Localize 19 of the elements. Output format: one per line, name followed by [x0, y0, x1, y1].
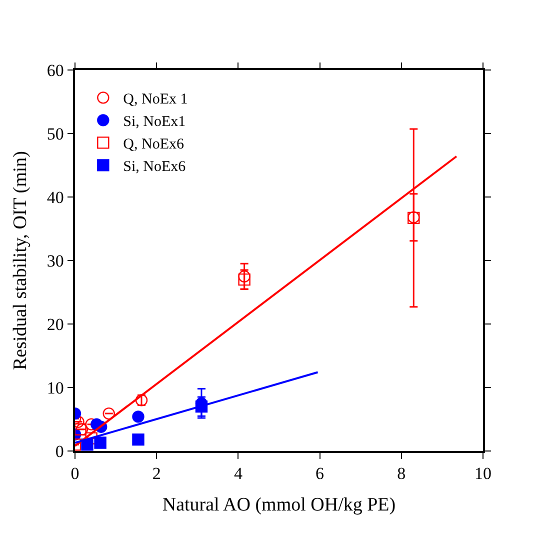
y-tick-label: 20	[46, 314, 64, 334]
y-tick-label: 50	[46, 124, 64, 144]
legend-label: Q, NoEx 1	[123, 92, 188, 108]
x-tick-label: 4	[234, 464, 243, 484]
x-tick-label: 6	[316, 464, 324, 484]
y-tick-label: 30	[46, 251, 64, 270]
y-tick-label: 60	[46, 60, 64, 80]
y-tick-label: 0	[55, 442, 64, 461]
x-tick-label: 10	[474, 464, 492, 484]
legend-label: Q, NoEx6	[123, 136, 184, 153]
x-tick-label: 2	[152, 464, 161, 484]
y-axis-title: Residual stability, OIT (min)	[10, 150, 32, 370]
y-tick-label: 10	[46, 378, 64, 398]
legend-label: Si, NoEx1	[123, 114, 186, 130]
y-tick-label: 40	[46, 188, 64, 207]
legend-label: Si, NoEx6	[123, 159, 186, 176]
x-axis-title: Natural AO (mmol OH/kg PE)	[162, 494, 396, 516]
x-tick-label: 8	[397, 464, 406, 484]
x-tick-label: 0	[70, 464, 80, 484]
